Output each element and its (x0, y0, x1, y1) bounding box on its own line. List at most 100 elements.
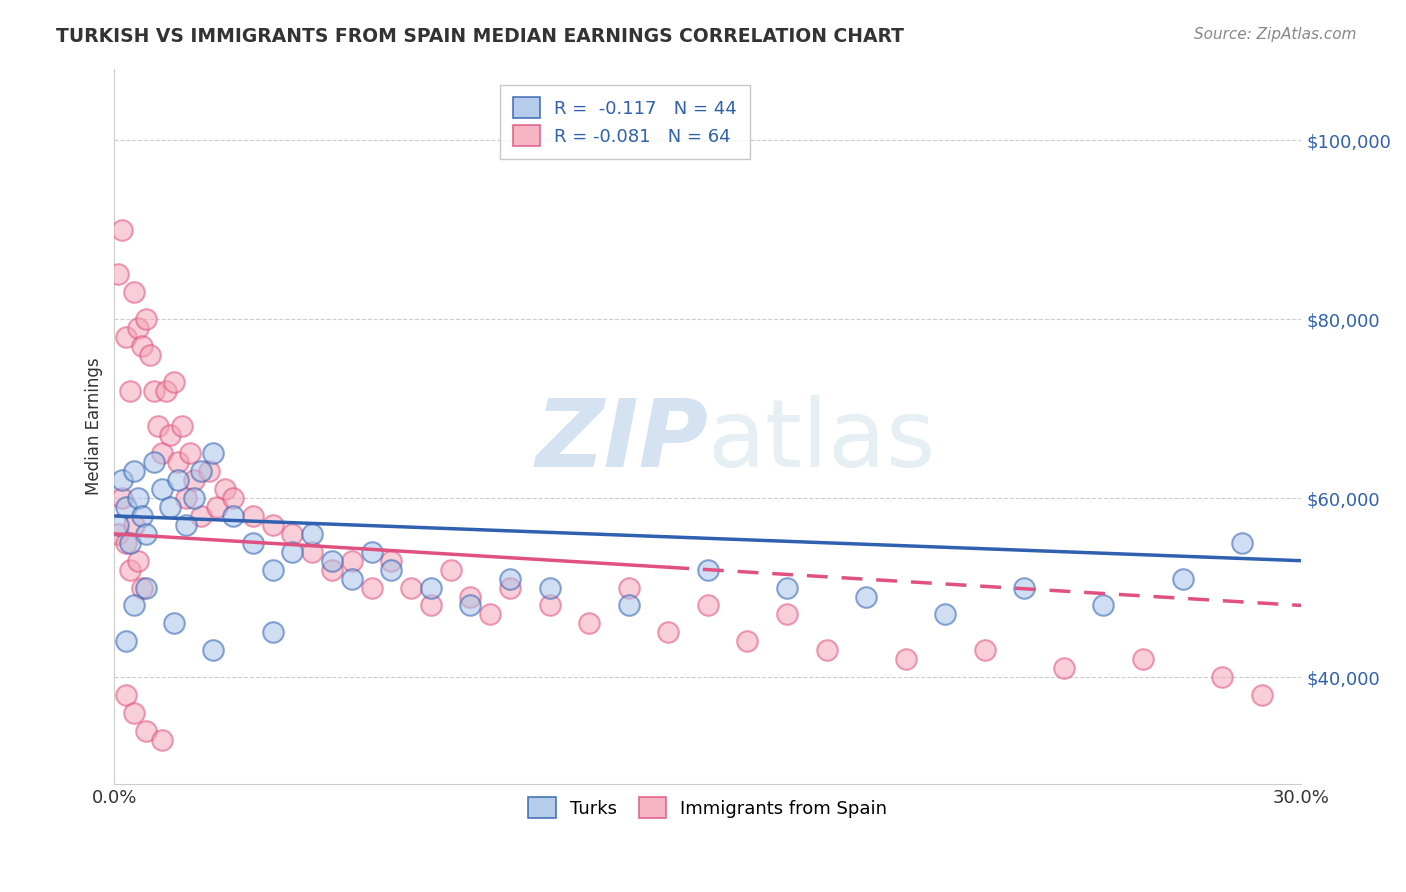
Point (578, 616, 600, 631)
Point (202, 643, 225, 657)
Point (479, 607, 502, 622)
Point (657, 625, 679, 640)
Point (281, 545, 304, 559)
Point (301, 545, 323, 559)
Point (737, 634, 759, 648)
Point (111, 491, 134, 505)
Point (934, 607, 956, 622)
Point (122, 464, 145, 478)
Point (174, 517, 197, 532)
Point (1230, 536, 1253, 550)
Point (115, 536, 138, 550)
Point (159, 500, 181, 514)
Point (340, 572, 363, 586)
Point (131, 339, 153, 353)
Point (120, 384, 142, 398)
Point (146, 419, 169, 434)
Point (617, 599, 640, 613)
Point (973, 643, 995, 657)
Point (499, 581, 522, 595)
Point (190, 464, 212, 478)
Point (242, 508, 264, 523)
Point (262, 625, 284, 640)
Point (360, 545, 382, 559)
Point (115, 500, 138, 514)
Point (190, 508, 212, 523)
Point (380, 554, 402, 568)
Point (120, 563, 142, 577)
Point (1053, 661, 1076, 675)
Point (127, 554, 149, 568)
Point (122, 517, 145, 532)
Legend: Turks, Immigrants from Spain: Turks, Immigrants from Spain (522, 790, 894, 825)
Point (538, 599, 561, 613)
Point (155, 384, 177, 398)
Point (207, 500, 229, 514)
Point (222, 508, 245, 523)
Point (183, 473, 205, 487)
Point (1250, 688, 1272, 702)
Point (143, 455, 166, 469)
Point (135, 723, 157, 738)
Text: Source: ZipAtlas.com: Source: ZipAtlas.com (1194, 27, 1357, 42)
Point (696, 563, 718, 577)
Point (135, 526, 157, 541)
Point (135, 581, 157, 595)
Point (120, 536, 142, 550)
Point (163, 616, 186, 631)
Point (166, 473, 188, 487)
Text: TURKISH VS IMMIGRANTS FROM SPAIN MEDIAN EARNINGS CORRELATION CHART: TURKISH VS IMMIGRANTS FROM SPAIN MEDIAN … (56, 27, 904, 45)
Point (301, 526, 323, 541)
Point (198, 464, 221, 478)
Point (111, 473, 134, 487)
Point (127, 321, 149, 335)
Point (380, 563, 402, 577)
Text: atlas: atlas (707, 395, 936, 487)
Point (419, 599, 441, 613)
Point (202, 446, 225, 460)
Point (340, 554, 363, 568)
Point (170, 419, 193, 434)
Point (321, 554, 343, 568)
Point (111, 222, 134, 236)
Point (1211, 670, 1233, 684)
Point (214, 482, 236, 496)
Text: ZIP: ZIP (534, 395, 707, 487)
Point (166, 455, 188, 469)
Point (776, 607, 799, 622)
Point (139, 348, 162, 362)
Point (776, 581, 799, 595)
Point (179, 446, 201, 460)
Point (460, 599, 482, 613)
Point (696, 599, 718, 613)
Point (115, 634, 138, 648)
Point (122, 599, 145, 613)
Point (855, 590, 877, 604)
Point (1092, 599, 1115, 613)
Point (360, 581, 382, 595)
Point (281, 526, 304, 541)
Point (107, 268, 129, 282)
Point (107, 517, 129, 532)
Point (150, 446, 173, 460)
Point (127, 491, 149, 505)
Point (115, 688, 138, 702)
Point (1171, 572, 1194, 586)
Point (122, 285, 145, 300)
Point (242, 536, 264, 550)
Point (538, 581, 561, 595)
Point (262, 563, 284, 577)
Point (419, 581, 441, 595)
Point (399, 581, 422, 595)
Point (131, 508, 153, 523)
Point (815, 643, 838, 657)
Point (499, 572, 522, 586)
Point (262, 517, 284, 532)
Point (894, 652, 917, 666)
Point (107, 526, 129, 541)
Point (150, 732, 173, 747)
Point (150, 482, 173, 496)
Point (174, 491, 197, 505)
Point (122, 706, 145, 720)
Point (1132, 652, 1154, 666)
